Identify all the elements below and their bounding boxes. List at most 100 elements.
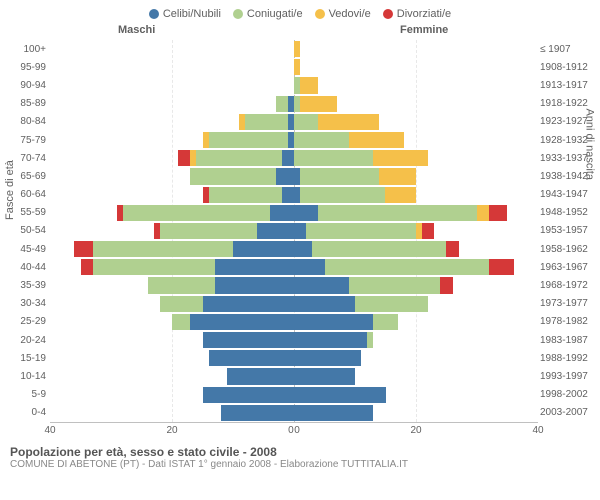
bar-female xyxy=(294,205,507,221)
pyramid-row: 80-841923-1927 xyxy=(50,113,538,131)
pyramid-row: 35-391968-1972 xyxy=(50,276,538,294)
header-male: Maschi xyxy=(118,24,155,36)
bar-segment xyxy=(294,241,312,257)
legend-item: Coniugati/e xyxy=(233,8,303,20)
bar-male xyxy=(203,132,294,148)
x-tick: 0 xyxy=(294,425,300,436)
year-label: 1913-1917 xyxy=(540,80,596,91)
bar-segment xyxy=(294,223,306,239)
bar-segment xyxy=(294,114,318,130)
bar-female xyxy=(294,77,318,93)
year-label: 1948-1952 xyxy=(540,207,596,218)
pyramid-row: 65-691938-1942 xyxy=(50,167,538,185)
bar-male xyxy=(221,405,294,421)
bar-segment xyxy=(349,277,441,293)
year-label: 1953-1957 xyxy=(540,225,596,236)
legend-swatch xyxy=(149,9,159,19)
age-label: 75-79 xyxy=(8,135,46,146)
age-label: 45-49 xyxy=(8,244,46,255)
bar-female xyxy=(294,259,514,275)
x-tick: 20 xyxy=(410,425,421,436)
bar-segment xyxy=(440,277,452,293)
bar-segment xyxy=(446,241,458,257)
bar-segment xyxy=(294,150,373,166)
year-label: 1983-1987 xyxy=(540,335,596,346)
bar-female xyxy=(294,405,373,421)
bar-segment xyxy=(489,259,513,275)
bar-male xyxy=(148,277,294,293)
bar-segment xyxy=(209,350,294,366)
bar-segment xyxy=(221,405,294,421)
bar-male xyxy=(178,150,294,166)
bar-segment xyxy=(294,259,325,275)
bar-segment xyxy=(379,168,416,184)
bar-male xyxy=(154,223,294,239)
age-label: 85-89 xyxy=(8,98,46,109)
bar-segment xyxy=(245,114,288,130)
legend-item: Vedovi/e xyxy=(315,8,371,20)
bar-segment xyxy=(203,332,295,348)
bar-female xyxy=(294,168,416,184)
age-label: 50-54 xyxy=(8,225,46,236)
bar-female xyxy=(294,132,404,148)
bar-segment xyxy=(190,168,275,184)
bar-segment xyxy=(349,132,404,148)
year-label: 1908-1912 xyxy=(540,62,596,73)
legend-swatch xyxy=(383,9,393,19)
bar-segment xyxy=(81,259,93,275)
pyramid-row: 10-141993-1997 xyxy=(50,367,538,385)
age-label: 40-44 xyxy=(8,262,46,273)
bar-male xyxy=(172,314,294,330)
year-label: 2003-2007 xyxy=(540,407,596,418)
age-label: 35-39 xyxy=(8,280,46,291)
bar-male xyxy=(203,387,295,403)
bar-female xyxy=(294,114,379,130)
pyramid-row: 0-42003-2007 xyxy=(50,404,538,422)
age-label: 25-29 xyxy=(8,316,46,327)
bar-segment xyxy=(294,277,349,293)
bar-segment xyxy=(282,187,294,203)
x-tick: 20 xyxy=(166,425,177,436)
pyramid-row: 45-491958-1962 xyxy=(50,240,538,258)
bar-female xyxy=(294,223,434,239)
bar-segment xyxy=(385,187,416,203)
chart-title: Popolazione per età, sesso e stato civil… xyxy=(10,445,590,459)
x-tick: 40 xyxy=(532,425,543,436)
x-tick: 40 xyxy=(44,425,55,436)
footer: Popolazione per età, sesso e stato civil… xyxy=(0,439,600,470)
bar-male xyxy=(74,241,294,257)
pyramid-row: 30-341973-1977 xyxy=(50,295,538,313)
population-pyramid: 100+≤ 190795-991908-191290-941913-191785… xyxy=(50,40,538,423)
bar-male xyxy=(203,332,295,348)
pyramid-row: 85-891918-1922 xyxy=(50,95,538,113)
bar-segment xyxy=(312,241,446,257)
bar-segment xyxy=(294,350,361,366)
age-label: 90-94 xyxy=(8,80,46,91)
bar-female xyxy=(294,241,459,257)
bar-segment xyxy=(215,259,294,275)
bar-segment xyxy=(160,223,258,239)
bar-female xyxy=(294,368,355,384)
chart-subtitle: COMUNE DI ABETONE (PT) - Dati ISTAT 1° g… xyxy=(10,459,590,470)
year-label: ≤ 1907 xyxy=(540,44,596,55)
bar-male xyxy=(81,259,294,275)
bar-segment xyxy=(367,332,373,348)
pyramid-row: 40-441963-1967 xyxy=(50,258,538,276)
legend-item: Divorziati/e xyxy=(383,8,451,20)
year-label: 1958-1962 xyxy=(540,244,596,255)
age-label: 10-14 xyxy=(8,371,46,382)
bar-segment xyxy=(300,96,337,112)
bar-segment xyxy=(373,150,428,166)
bar-male xyxy=(203,187,294,203)
bar-segment xyxy=(318,205,477,221)
legend-item: Celibi/Nubili xyxy=(149,8,221,20)
bar-segment xyxy=(294,314,373,330)
pyramid-row: 20-241983-1987 xyxy=(50,331,538,349)
bar-segment xyxy=(294,405,373,421)
bar-segment xyxy=(203,296,295,312)
age-label: 5-9 xyxy=(8,389,46,400)
pyramid-row: 15-191988-1992 xyxy=(50,349,538,367)
age-label: 80-84 xyxy=(8,116,46,127)
pyramid-row: 75-791928-1932 xyxy=(50,131,538,149)
bar-segment xyxy=(148,277,215,293)
